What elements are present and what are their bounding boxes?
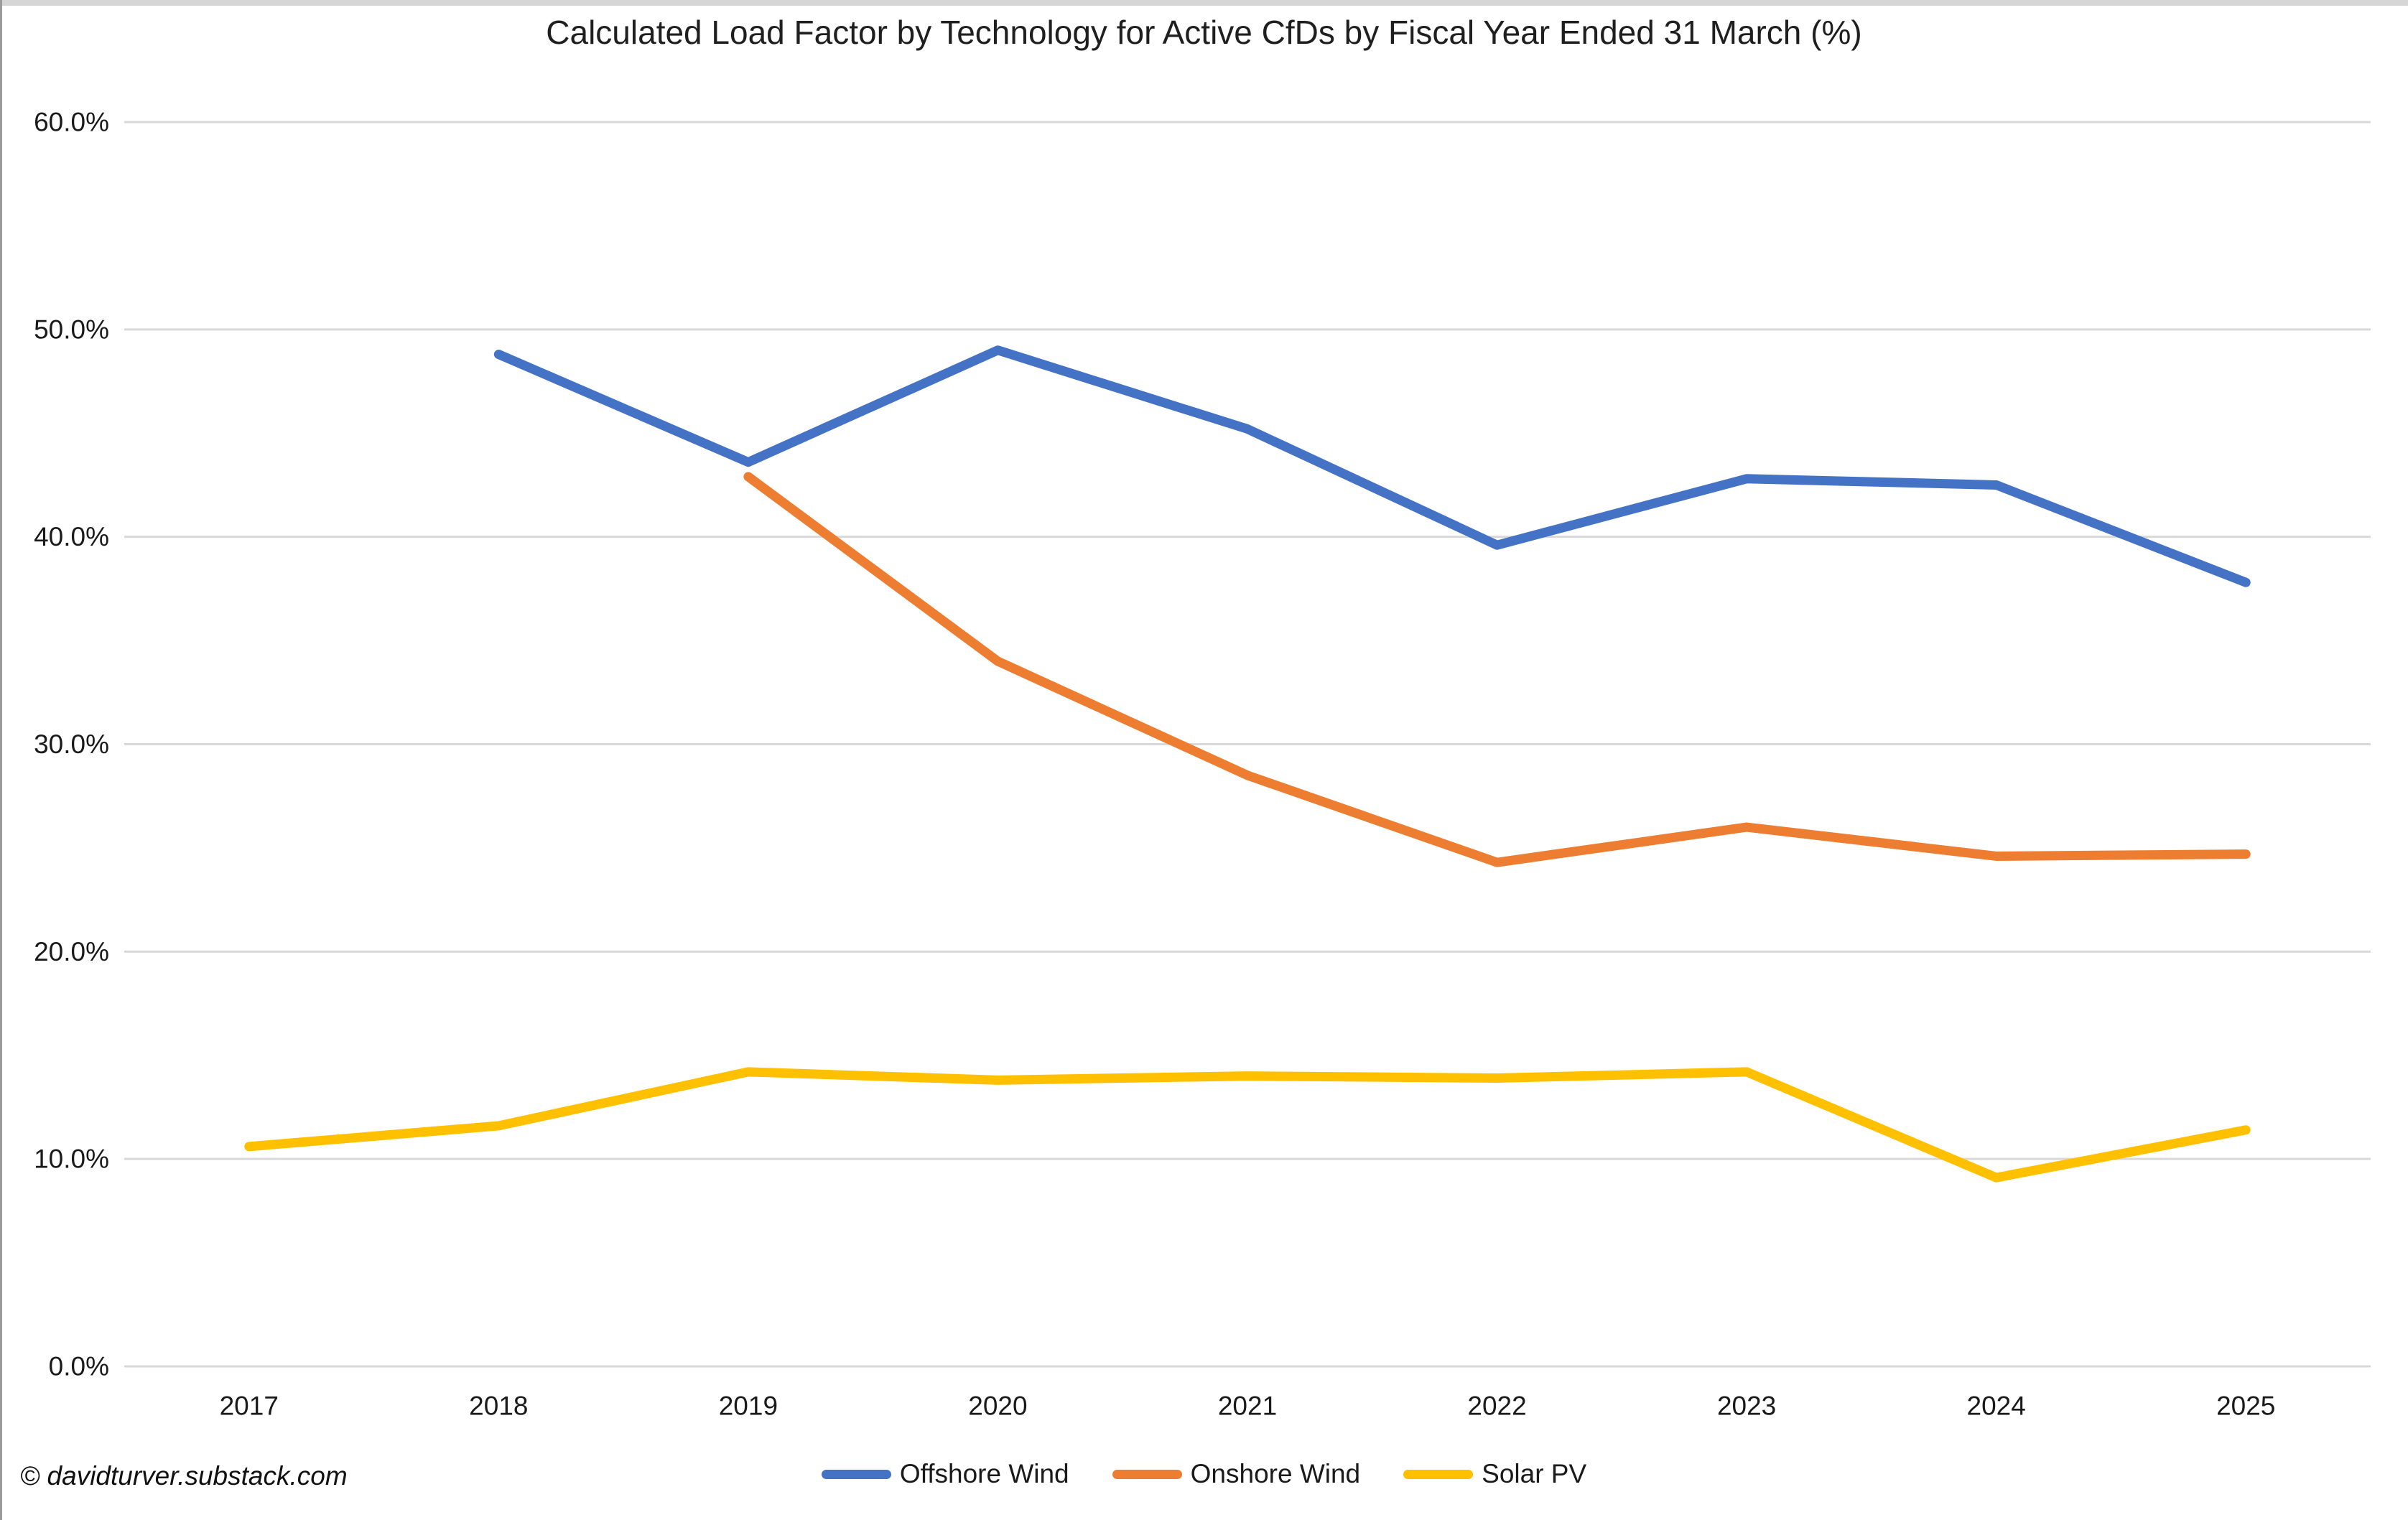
x-tick-label-2021: 2021 — [1218, 1391, 1277, 1421]
x-tick-label-2019: 2019 — [719, 1391, 778, 1421]
y-tick-label-40: 40.0% — [34, 522, 109, 551]
legend: Offshore Wind Onshore Wind Solar PV — [0, 1454, 2408, 1494]
window-edge-top — [0, 0, 2408, 6]
legend-swatch-icon — [1403, 1469, 1474, 1479]
legend-item-solar-pv: Solar PV — [1403, 1459, 1586, 1489]
legend-item-offshore-wind: Offshore Wind — [821, 1459, 1069, 1489]
series-line-solar-pv — [244, 1067, 2251, 1183]
y-tick-label-60: 60.0% — [34, 108, 109, 137]
legend-swatch-icon — [1112, 1469, 1182, 1479]
y-tick-label-0: 0.0% — [49, 1352, 109, 1381]
x-tick-label-2023: 2023 — [1717, 1391, 1776, 1421]
x-tick-label-2025: 2025 — [2216, 1391, 2275, 1421]
series-line-offshore-wind — [493, 345, 2251, 587]
legend-label: Offshore Wind — [899, 1459, 1069, 1488]
legend-label: Onshore Wind — [1190, 1459, 1361, 1488]
legend-label: Solar PV — [1482, 1459, 1587, 1488]
legend-swatch-icon — [821, 1469, 891, 1479]
y-tick-label-10: 10.0% — [34, 1144, 109, 1174]
chart-title: Calculated Load Factor by Technology for… — [546, 14, 1862, 51]
x-tick-label-2018: 2018 — [469, 1391, 528, 1421]
y-tick-label-30: 30.0% — [34, 729, 109, 759]
x-tick-label-2017: 2017 — [220, 1391, 279, 1421]
legend-item-onshore-wind: Onshore Wind — [1112, 1459, 1361, 1489]
y-tick-label-20: 20.0% — [34, 937, 109, 966]
x-tick-label-2024: 2024 — [1967, 1391, 2026, 1421]
y-tick-label-50: 50.0% — [34, 314, 109, 344]
window-edge-left — [0, 0, 2, 1520]
series-line-onshore-wind — [743, 472, 2251, 867]
x-tick-label-2020: 2020 — [968, 1391, 1027, 1421]
x-tick-label-2022: 2022 — [1467, 1391, 1526, 1421]
copyright-watermark: © davidturver.substack.com — [20, 1461, 348, 1491]
